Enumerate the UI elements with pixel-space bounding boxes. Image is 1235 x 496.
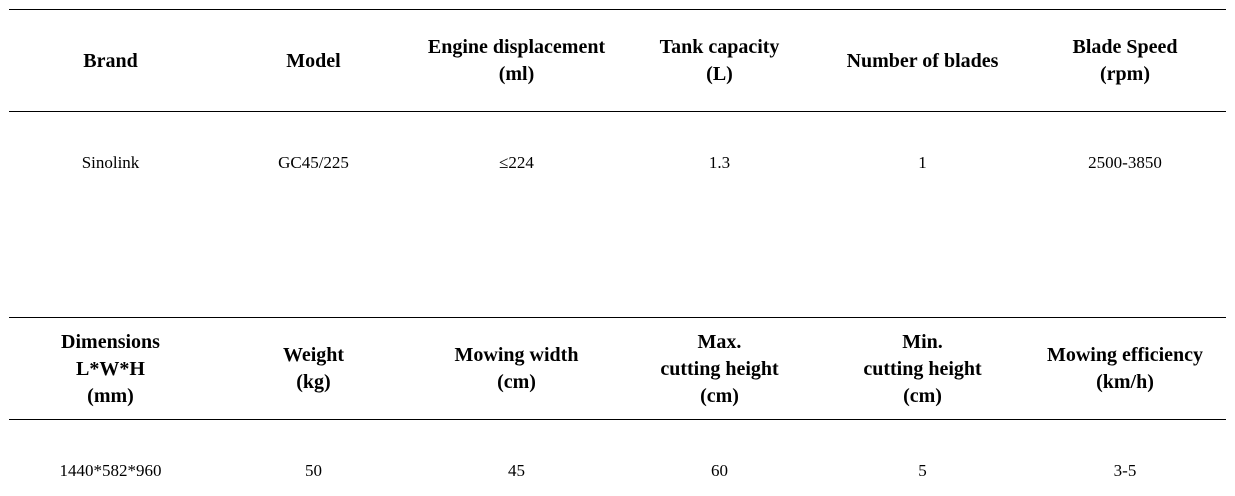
table1-header-blade-speed: Blade Speed (rpm) [1072,36,1178,85]
table1-value-model: GC45/225 [278,153,349,172]
table1-value-number-of-blades: 1 [918,153,927,172]
table1-header-rule [9,111,1226,112]
table1-header-model: Model [286,49,341,72]
table1-top-rule [9,9,1226,10]
table2-value-mowing-width: 45 [508,461,525,480]
table2-value-max-cutting-height: 60 [711,461,728,480]
table2-header-mowing-width: Mowing width (cm) [454,344,579,393]
table2-value-min-cutting-height: 5 [918,461,927,480]
table2-value-mowing-efficiency: 3-5 [1113,461,1137,480]
table1-header-tank-capacity: Tank capacity (L) [659,36,780,85]
table2-header-rule [9,419,1226,420]
table2-header-dimensions: Dimensions L*W*H (mm) [61,330,160,407]
table2-header-row: Dimensions L*W*H (mm) Weight (kg) Mowing… [9,319,1226,419]
table2-header-weight: Weight (kg) [282,344,345,393]
table1-header-number-of-blades: Number of blades [846,49,999,72]
table2-value-row: 1440*582*960 50 45 60 5 3-5 [9,456,1226,486]
table2-value-weight: 50 [305,461,322,480]
table1-header-engine-displacement: Engine displacement (ml) [427,36,606,85]
table1-value-row: Sinolink GC45/225 ≤224 1.3 1 2500-3850 [9,148,1226,178]
table1-value-brand: Sinolink [81,153,140,172]
table2-header-min-cutting-height: Min. cutting height (cm) [863,330,982,407]
table2-top-rule [9,317,1226,318]
table1-header-row: Brand Model Engine displacement (ml) Tan… [9,11,1226,111]
table2-header-mowing-efficiency: Mowing efficiency (km/h) [1046,344,1204,393]
table1-value-blade-speed: 2500-3850 [1088,153,1162,172]
table1-value-tank-capacity: 1.3 [708,153,731,172]
table1-header-brand: Brand [83,49,138,72]
table2-value-dimensions: 1440*582*960 [59,461,162,480]
table2-header-max-cutting-height: Max. cutting height (cm) [660,330,779,407]
table1-value-engine-displacement: ≤224 [499,153,534,172]
